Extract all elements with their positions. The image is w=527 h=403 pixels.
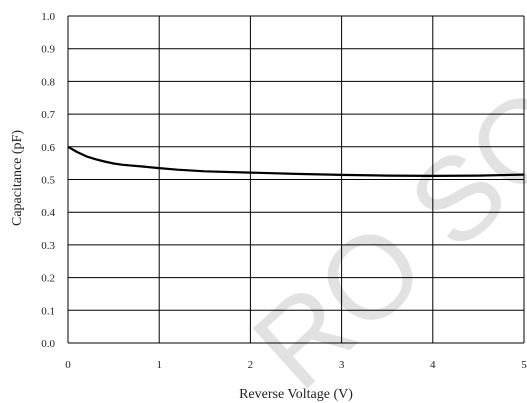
y-tick-label: 0.7 (41, 109, 55, 121)
y-tick-label: 0.1 (41, 305, 55, 317)
x-tick-label: 1 (156, 359, 162, 371)
x-tick-label: 5 (521, 359, 527, 371)
watermark: RO SO (229, 62, 527, 403)
y-tick-label: 0.0 (41, 338, 55, 350)
y-tick-labels: 0.0 0.1 0.2 0.3 0.4 0.5 0.6 0.7 0.8 0.9 1.0 (41, 11, 55, 350)
y-tick-label: 0.4 (41, 207, 55, 219)
y-tick-label: 0.2 (41, 273, 55, 285)
y-tick-label: 1.0 (41, 11, 55, 23)
series-line (67, 145, 525, 177)
y-tick-label: 0.6 (41, 142, 55, 154)
grid (67, 15, 525, 344)
y-tick-label: 0.5 (41, 175, 55, 187)
y-axis-title: Capacitance (pF) (10, 130, 25, 226)
x-axis-title: Reverse Voltage (V) (239, 387, 353, 402)
y-tick-label: 0.9 (41, 44, 55, 56)
x-tick-label: 4 (430, 359, 436, 371)
x-tick-label: 0 (65, 359, 71, 371)
y-tick-label: 0.3 (41, 240, 55, 252)
x-tick-labels: 0 1 2 3 4 5 (65, 359, 527, 371)
x-tick-label: 3 (339, 359, 345, 371)
x-tick-label: 2 (248, 359, 254, 371)
watermark-text: RO SO (229, 62, 527, 403)
series-lines (67, 145, 525, 177)
y-tick-label: 0.8 (41, 76, 55, 88)
